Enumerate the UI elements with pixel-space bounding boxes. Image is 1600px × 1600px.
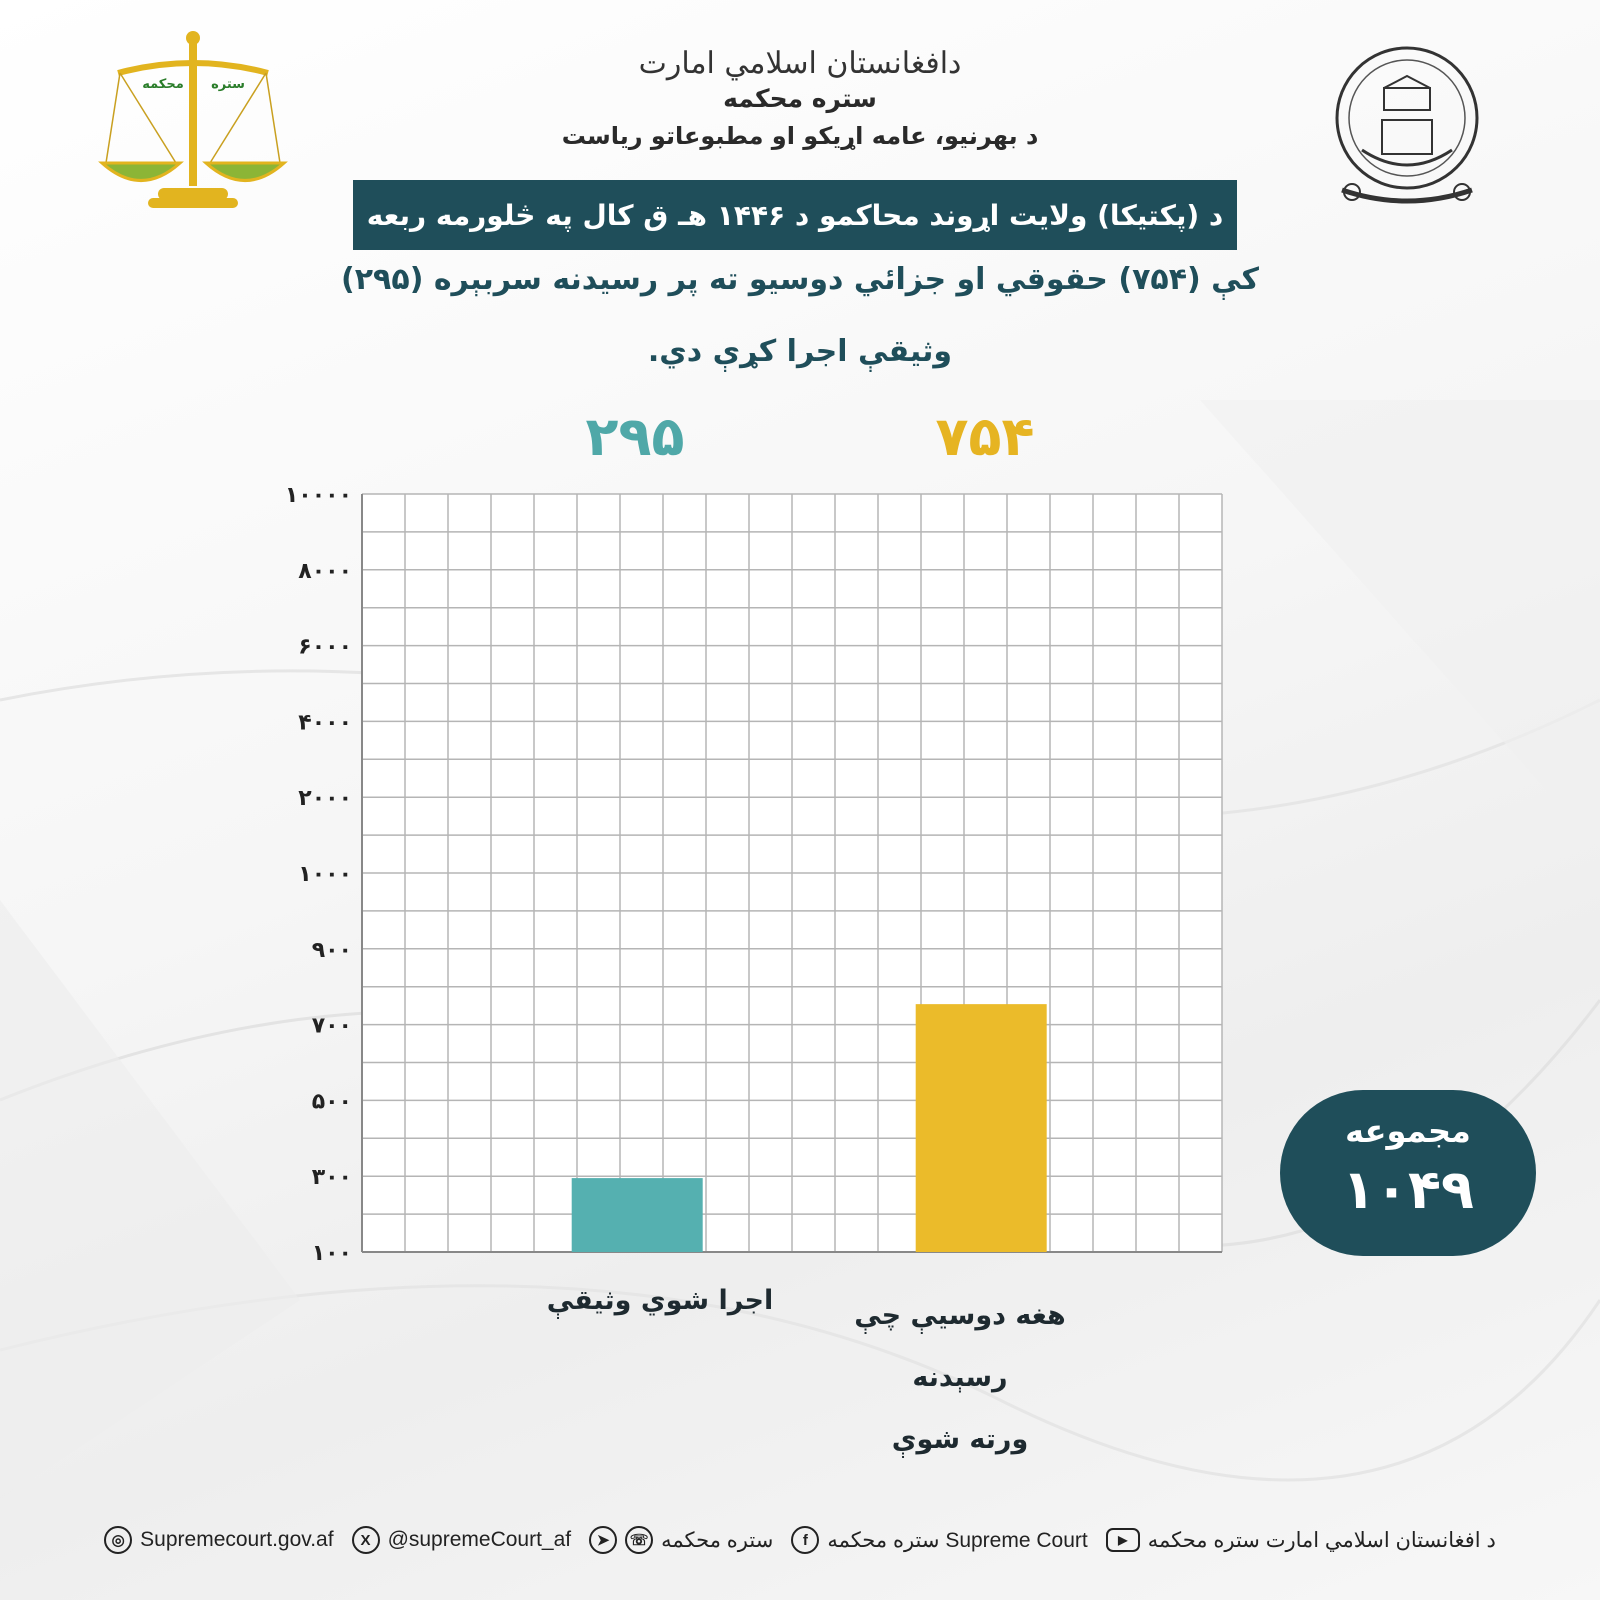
y-tick-label: ۱۰۰۰۰ bbox=[285, 483, 352, 508]
x-icon: X bbox=[351, 1526, 380, 1554]
footer-youtube[interactable]: ▶ د افغانستان اسلامي امارت ستره محکمه bbox=[1105, 1528, 1496, 1553]
emirate-calligraphy: دافغانستان اسلامي امارت bbox=[638, 46, 962, 81]
title-banner: د (پکتیکا) ولایت اړوند محاکمو د ۱۴۴۶ هـ … bbox=[353, 180, 1237, 250]
scales-of-justice-logo: ستره محکمه bbox=[98, 31, 288, 208]
footer-website[interactable]: ◎ Supremecourt.gov.af bbox=[104, 1526, 334, 1554]
emirate-emblem-logo bbox=[1335, 46, 1479, 204]
executed-value-label: ۲۹۵ bbox=[585, 405, 685, 468]
y-tick-label: ۵۰۰ bbox=[312, 1089, 352, 1114]
y-tick-label: ۱۰۰۰ bbox=[298, 862, 352, 887]
cases-value-label: ۷۵۴ bbox=[935, 405, 1035, 468]
bar-chart: ۱۰۰ ۳۰۰ ۵۰۰ ۷۰۰ ۹۰۰ ۱۰۰۰ ۲۰۰۰ ۴۰۰۰ ۶۰۰۰ ۸۰۰۰ ۱۰۰۰۰ bbox=[285, 483, 1223, 1260]
footer-x-text: @supremeCourt_af bbox=[387, 1528, 572, 1551]
total-value: ۱۰۴۹ bbox=[1342, 1158, 1474, 1221]
globe-icon: ◎ bbox=[104, 1526, 133, 1554]
y-tick-label: ۹۰۰ bbox=[312, 938, 352, 963]
footer: ◎ Supremecourt.gov.af X @supremeCourt_af… bbox=[0, 1520, 1600, 1560]
footer-website-text: Supremecourt.gov.af bbox=[140, 1528, 334, 1551]
category-label-cases-line1: هغه دوسیې چې رسېدنه bbox=[854, 1300, 1066, 1393]
title-line-2: کې (۷۵۴) حقوقي او جزائي دوسیو ته پر رسید… bbox=[341, 262, 1259, 297]
category-label-executed: اجرا شوي وثیقې bbox=[546, 1285, 774, 1316]
footer-facebook[interactable]: f ستره محکمه Supreme Court bbox=[791, 1526, 1088, 1554]
bar-1 bbox=[915, 1004, 1047, 1252]
y-tick-label: ۴۰۰۰ bbox=[298, 710, 352, 735]
logo-text-left: محکمه bbox=[142, 77, 184, 92]
youtube-icon: ▶ bbox=[1105, 1528, 1140, 1552]
y-tick-label: ۱۰۰ bbox=[312, 1241, 352, 1260]
footer-messaging-text: ستره محکمه bbox=[661, 1528, 774, 1552]
department-name: د بهرنیو، عامه اړیکو او مطبوعاتو ریاست bbox=[561, 122, 1039, 150]
telegram-icon: ➤ bbox=[589, 1526, 618, 1554]
bar-0 bbox=[571, 1178, 703, 1252]
y-tick-label: ۳۰۰ bbox=[312, 1165, 352, 1190]
category-label-cases-line2: ورته شوې bbox=[891, 1424, 1029, 1455]
title-banner-text: د (پکتیکا) ولایت اړوند محاکمو د ۱۴۴۶ هـ … bbox=[366, 198, 1224, 232]
footer-youtube-text: د افغانستان اسلامي امارت ستره محکمه bbox=[1147, 1528, 1496, 1552]
facebook-icon: f bbox=[791, 1526, 820, 1554]
footer-x[interactable]: X @supremeCourt_af bbox=[351, 1526, 572, 1554]
category-label-cases: هغه دوسیې چې رسېدنه ورته شوې bbox=[810, 1285, 1110, 1471]
footer-messaging[interactable]: ➤ ☏ ستره محکمه bbox=[589, 1526, 773, 1554]
total-badge: مجموعه ۱۰۴۹ bbox=[1280, 1090, 1536, 1256]
footer-facebook-text: ستره محکمه Supreme Court bbox=[827, 1528, 1088, 1552]
y-tick-label: ۲۰۰۰ bbox=[298, 786, 352, 811]
y-tick-label: ۶۰۰۰ bbox=[298, 635, 352, 660]
whatsapp-icon: ☏ bbox=[625, 1526, 654, 1554]
total-label: مجموعه bbox=[1345, 1112, 1471, 1150]
logo-text-right: ستره bbox=[211, 77, 245, 92]
title-line-3: وثیقې اجرا کړې دي. bbox=[647, 334, 953, 369]
court-name: ستره محکمه bbox=[723, 84, 877, 113]
y-tick-label: ۷۰۰ bbox=[312, 1014, 352, 1039]
y-tick-label: ۸۰۰۰ bbox=[298, 559, 352, 584]
